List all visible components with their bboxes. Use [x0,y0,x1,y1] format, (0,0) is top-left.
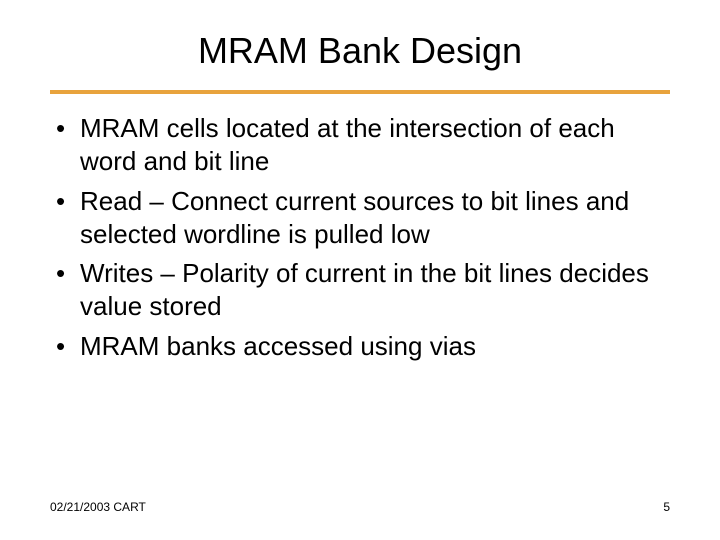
footer: 02/21/2003 CART 5 [50,500,670,514]
slide: MRAM Bank Design MRAM cells located at t… [0,0,720,540]
list-item: MRAM cells located at the intersection o… [50,112,670,179]
page-number: 5 [663,500,670,514]
list-item: Writes – Polarity of current in the bit … [50,257,670,324]
footer-date: 02/21/2003 CART [50,500,146,514]
divider-rule [50,90,670,94]
bullet-list: MRAM cells located at the intersection o… [50,112,670,363]
list-item: MRAM banks accessed using vias [50,330,670,363]
slide-title: MRAM Bank Design [50,30,670,72]
list-item: Read – Connect current sources to bit li… [50,185,670,252]
